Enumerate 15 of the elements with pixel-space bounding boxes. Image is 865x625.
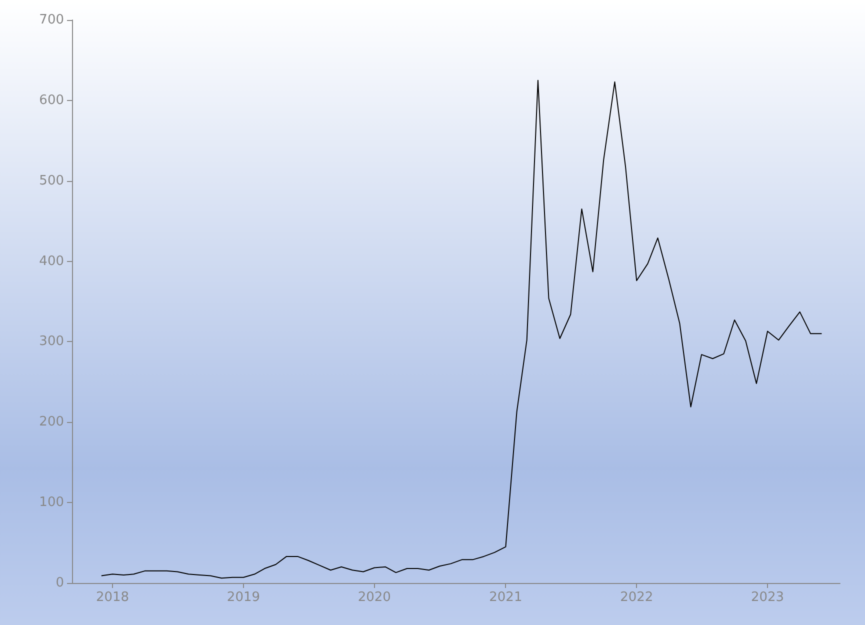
x-tick-label: 2020	[358, 590, 391, 605]
x-tick-label: 2021	[489, 590, 522, 605]
line-series	[100, 80, 822, 579]
y-tick-label: 100	[39, 495, 64, 510]
y-tick-label: 700	[39, 12, 64, 28]
x-tick-label: 2023	[750, 590, 784, 605]
y-tick-label: 600	[39, 92, 64, 108]
y-tick-label: 500	[39, 173, 64, 188]
y-tick-label: 300	[39, 334, 64, 350]
y-tick-label: 400	[39, 254, 64, 269]
x-tick-label: 2018	[96, 590, 130, 605]
x-tick-label: 2022	[620, 590, 654, 605]
y-tick-label: 0	[56, 576, 64, 590]
x-tick-label: 2019	[226, 590, 260, 605]
y-tick-label: 200	[39, 414, 64, 430]
